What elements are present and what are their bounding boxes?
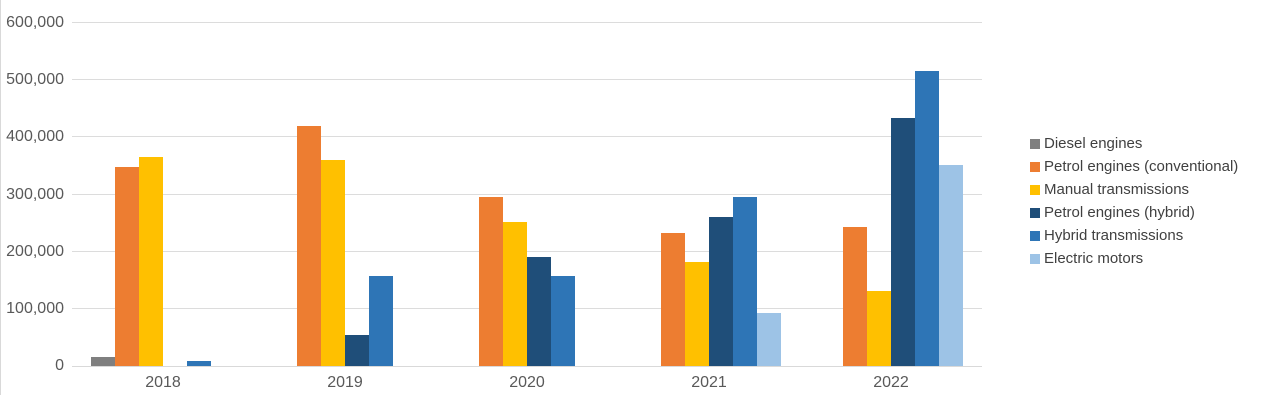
bar xyxy=(139,157,163,366)
gridline xyxy=(72,193,982,195)
legend-marker-icon xyxy=(1030,207,1040,218)
bar-group-2020 xyxy=(436,23,618,366)
legend-item: Electric motors xyxy=(1030,247,1238,270)
bar xyxy=(939,165,963,366)
legend-marker-icon xyxy=(1030,138,1040,149)
bar-group-2019 xyxy=(254,23,436,366)
x-axis-label: 2018 xyxy=(145,374,181,391)
y-axis-tick-label: 0 xyxy=(55,357,64,374)
bar xyxy=(527,257,551,366)
legend-item: Petrol engines (hybrid) xyxy=(1030,201,1238,224)
legend-marker-icon xyxy=(1030,184,1040,195)
x-axis-label: 2021 xyxy=(691,374,727,391)
legend-item: Manual transmissions xyxy=(1030,178,1238,201)
bar xyxy=(733,197,757,366)
y-axis-tick-label: 300,000 xyxy=(6,185,64,203)
gridline xyxy=(72,250,982,252)
bar xyxy=(891,117,915,366)
bar xyxy=(321,160,345,366)
legend-label: Petrol engines (hybrid) xyxy=(1044,204,1195,221)
plot-area xyxy=(72,23,982,366)
y-axis-tick-label: 100,000 xyxy=(6,299,64,317)
x-axis-label: 2022 xyxy=(873,374,909,391)
chart-left-border xyxy=(0,0,1,395)
gridline xyxy=(72,22,982,23)
bar xyxy=(843,227,867,366)
bar xyxy=(867,291,891,366)
bar-group-2022 xyxy=(800,23,982,366)
bars-layer xyxy=(72,23,982,366)
bar xyxy=(297,125,321,366)
x-axis: 2018 2019 2020 2021 2022 xyxy=(72,374,982,392)
y-axis-tick-label: 400,000 xyxy=(6,128,64,146)
gridline xyxy=(72,79,982,81)
x-axis-label: 2020 xyxy=(509,374,545,391)
bar-group-2018 xyxy=(72,23,254,366)
legend-item: Petrol engines (conventional) xyxy=(1030,155,1238,178)
bar xyxy=(503,221,527,366)
bar xyxy=(369,275,393,366)
legend-item: Diesel engines xyxy=(1030,132,1238,155)
bar xyxy=(479,197,503,366)
bar xyxy=(115,167,139,366)
bar xyxy=(661,232,685,366)
bar xyxy=(915,71,939,366)
legend-label: Manual transmissions xyxy=(1044,181,1190,198)
legend-marker-icon xyxy=(1030,253,1040,264)
legend-label: Electric motors xyxy=(1044,250,1144,267)
x-axis-line xyxy=(72,366,982,367)
legend-label: Petrol engines (conventional) xyxy=(1044,158,1239,175)
legend-label: Diesel engines xyxy=(1044,135,1143,152)
x-axis-label: 2019 xyxy=(327,374,363,391)
bar xyxy=(757,312,781,366)
bar xyxy=(91,357,115,366)
y-axis-tick-label: 200,000 xyxy=(6,242,64,260)
bar xyxy=(685,261,709,366)
gridline xyxy=(72,136,982,138)
legend-label: Hybrid transmissions xyxy=(1044,227,1184,244)
legend-item: Hybrid transmissions xyxy=(1030,224,1238,247)
bar-group-2021 xyxy=(618,23,800,366)
bar xyxy=(187,361,211,366)
legend-marker-icon xyxy=(1030,161,1040,172)
y-axis-tick-label: 500,000 xyxy=(6,71,64,89)
legend-marker-icon xyxy=(1030,230,1040,241)
bar xyxy=(709,217,733,366)
bar xyxy=(551,275,575,366)
y-axis-tick-label: 600,000 xyxy=(6,14,64,31)
legend: Diesel engines Petrol engines (convention… xyxy=(1030,132,1238,270)
bar xyxy=(345,335,369,366)
